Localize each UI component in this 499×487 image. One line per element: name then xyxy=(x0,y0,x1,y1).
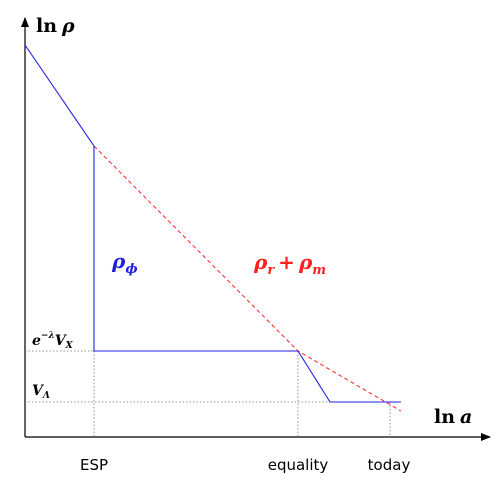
matter-radiation-label: ρr + ρm xyxy=(253,250,326,278)
tick-esp: ESP xyxy=(80,456,108,474)
guide-lines xyxy=(25,350,391,437)
matter-radiation-curve xyxy=(93,145,402,412)
vx-level-label: e−λVX xyxy=(32,331,74,351)
phi-curve-label: ρϕ xyxy=(111,249,138,277)
tick-equality: equality xyxy=(268,456,329,474)
x-axis-label: ln a xyxy=(434,406,472,428)
y-axis-label: ln ρ xyxy=(36,15,75,37)
tick-today: today xyxy=(368,456,411,474)
phi-curve xyxy=(24,44,401,403)
vl-level-label: VΛ xyxy=(32,383,50,401)
